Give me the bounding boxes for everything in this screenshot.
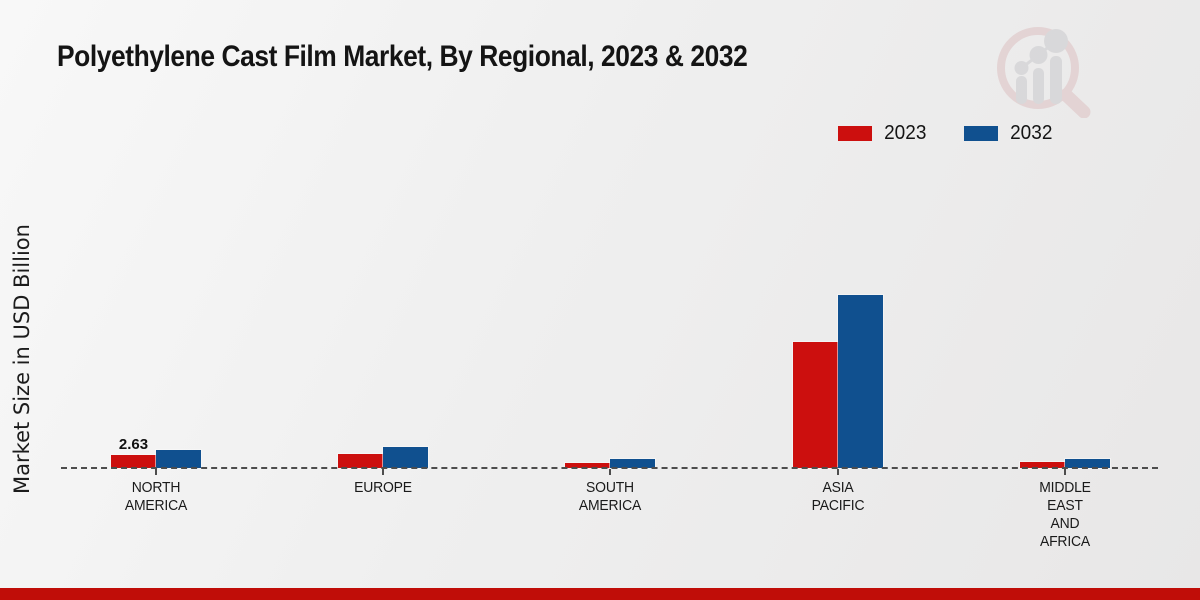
bar-2032-asia-pacific bbox=[837, 294, 884, 469]
legend-label-2023: 2023 bbox=[884, 122, 927, 144]
bar-2023-europe bbox=[337, 453, 384, 469]
bar-2032-europe bbox=[382, 446, 429, 469]
legend-label-2032: 2032 bbox=[1009, 122, 1052, 144]
category-label-europe: EUROPE bbox=[354, 479, 412, 496]
axis-tick-middle-east-and-africa bbox=[1064, 469, 1066, 475]
axis-tick-south-america bbox=[609, 469, 611, 475]
category-label-north-america: NORTH AMERICA bbox=[124, 479, 188, 514]
axis-tick-north-america bbox=[155, 469, 157, 475]
axis-tick-asia-pacific bbox=[837, 469, 839, 475]
legend: 2023 2032 bbox=[838, 122, 1053, 145]
category-label-asia-pacific: ASIA PACIFIC bbox=[811, 479, 865, 514]
footer-banner bbox=[0, 588, 1200, 600]
logo-watermark bbox=[983, 24, 1095, 119]
market-research-logo-icon bbox=[997, 27, 1091, 119]
bar-2023-asia-pacific bbox=[792, 341, 839, 469]
magnifier-icon bbox=[997, 27, 1091, 119]
bar-2032-south-america bbox=[609, 458, 656, 469]
bar-2023-south-america bbox=[564, 462, 611, 469]
bar-value-label: 2.63 bbox=[118, 436, 149, 453]
legend-swatch-2023 bbox=[838, 126, 872, 141]
category-label-south-america: SOUTH AMERICA bbox=[578, 479, 642, 514]
bar-2023-north-america bbox=[110, 454, 157, 469]
legend-swatch-2032 bbox=[963, 126, 998, 141]
chart-title: Polyethylene Cast Film Market, By Region… bbox=[57, 40, 748, 73]
axis-tick-europe bbox=[382, 469, 384, 475]
bar-2032-middle-east-and-africa bbox=[1064, 458, 1111, 469]
category-label-middle-east-and-africa: MIDDLE EAST AND AFRICA bbox=[1039, 479, 1091, 550]
x-axis-baseline bbox=[61, 467, 1158, 469]
bar-chart-growth-icon bbox=[1014, 29, 1068, 104]
legend-item-2023: 2023 bbox=[838, 122, 928, 145]
bar-2032-north-america bbox=[155, 449, 202, 469]
bar-2023-middle-east-and-africa bbox=[1019, 461, 1066, 469]
legend-item-2032: 2032 bbox=[963, 122, 1054, 145]
